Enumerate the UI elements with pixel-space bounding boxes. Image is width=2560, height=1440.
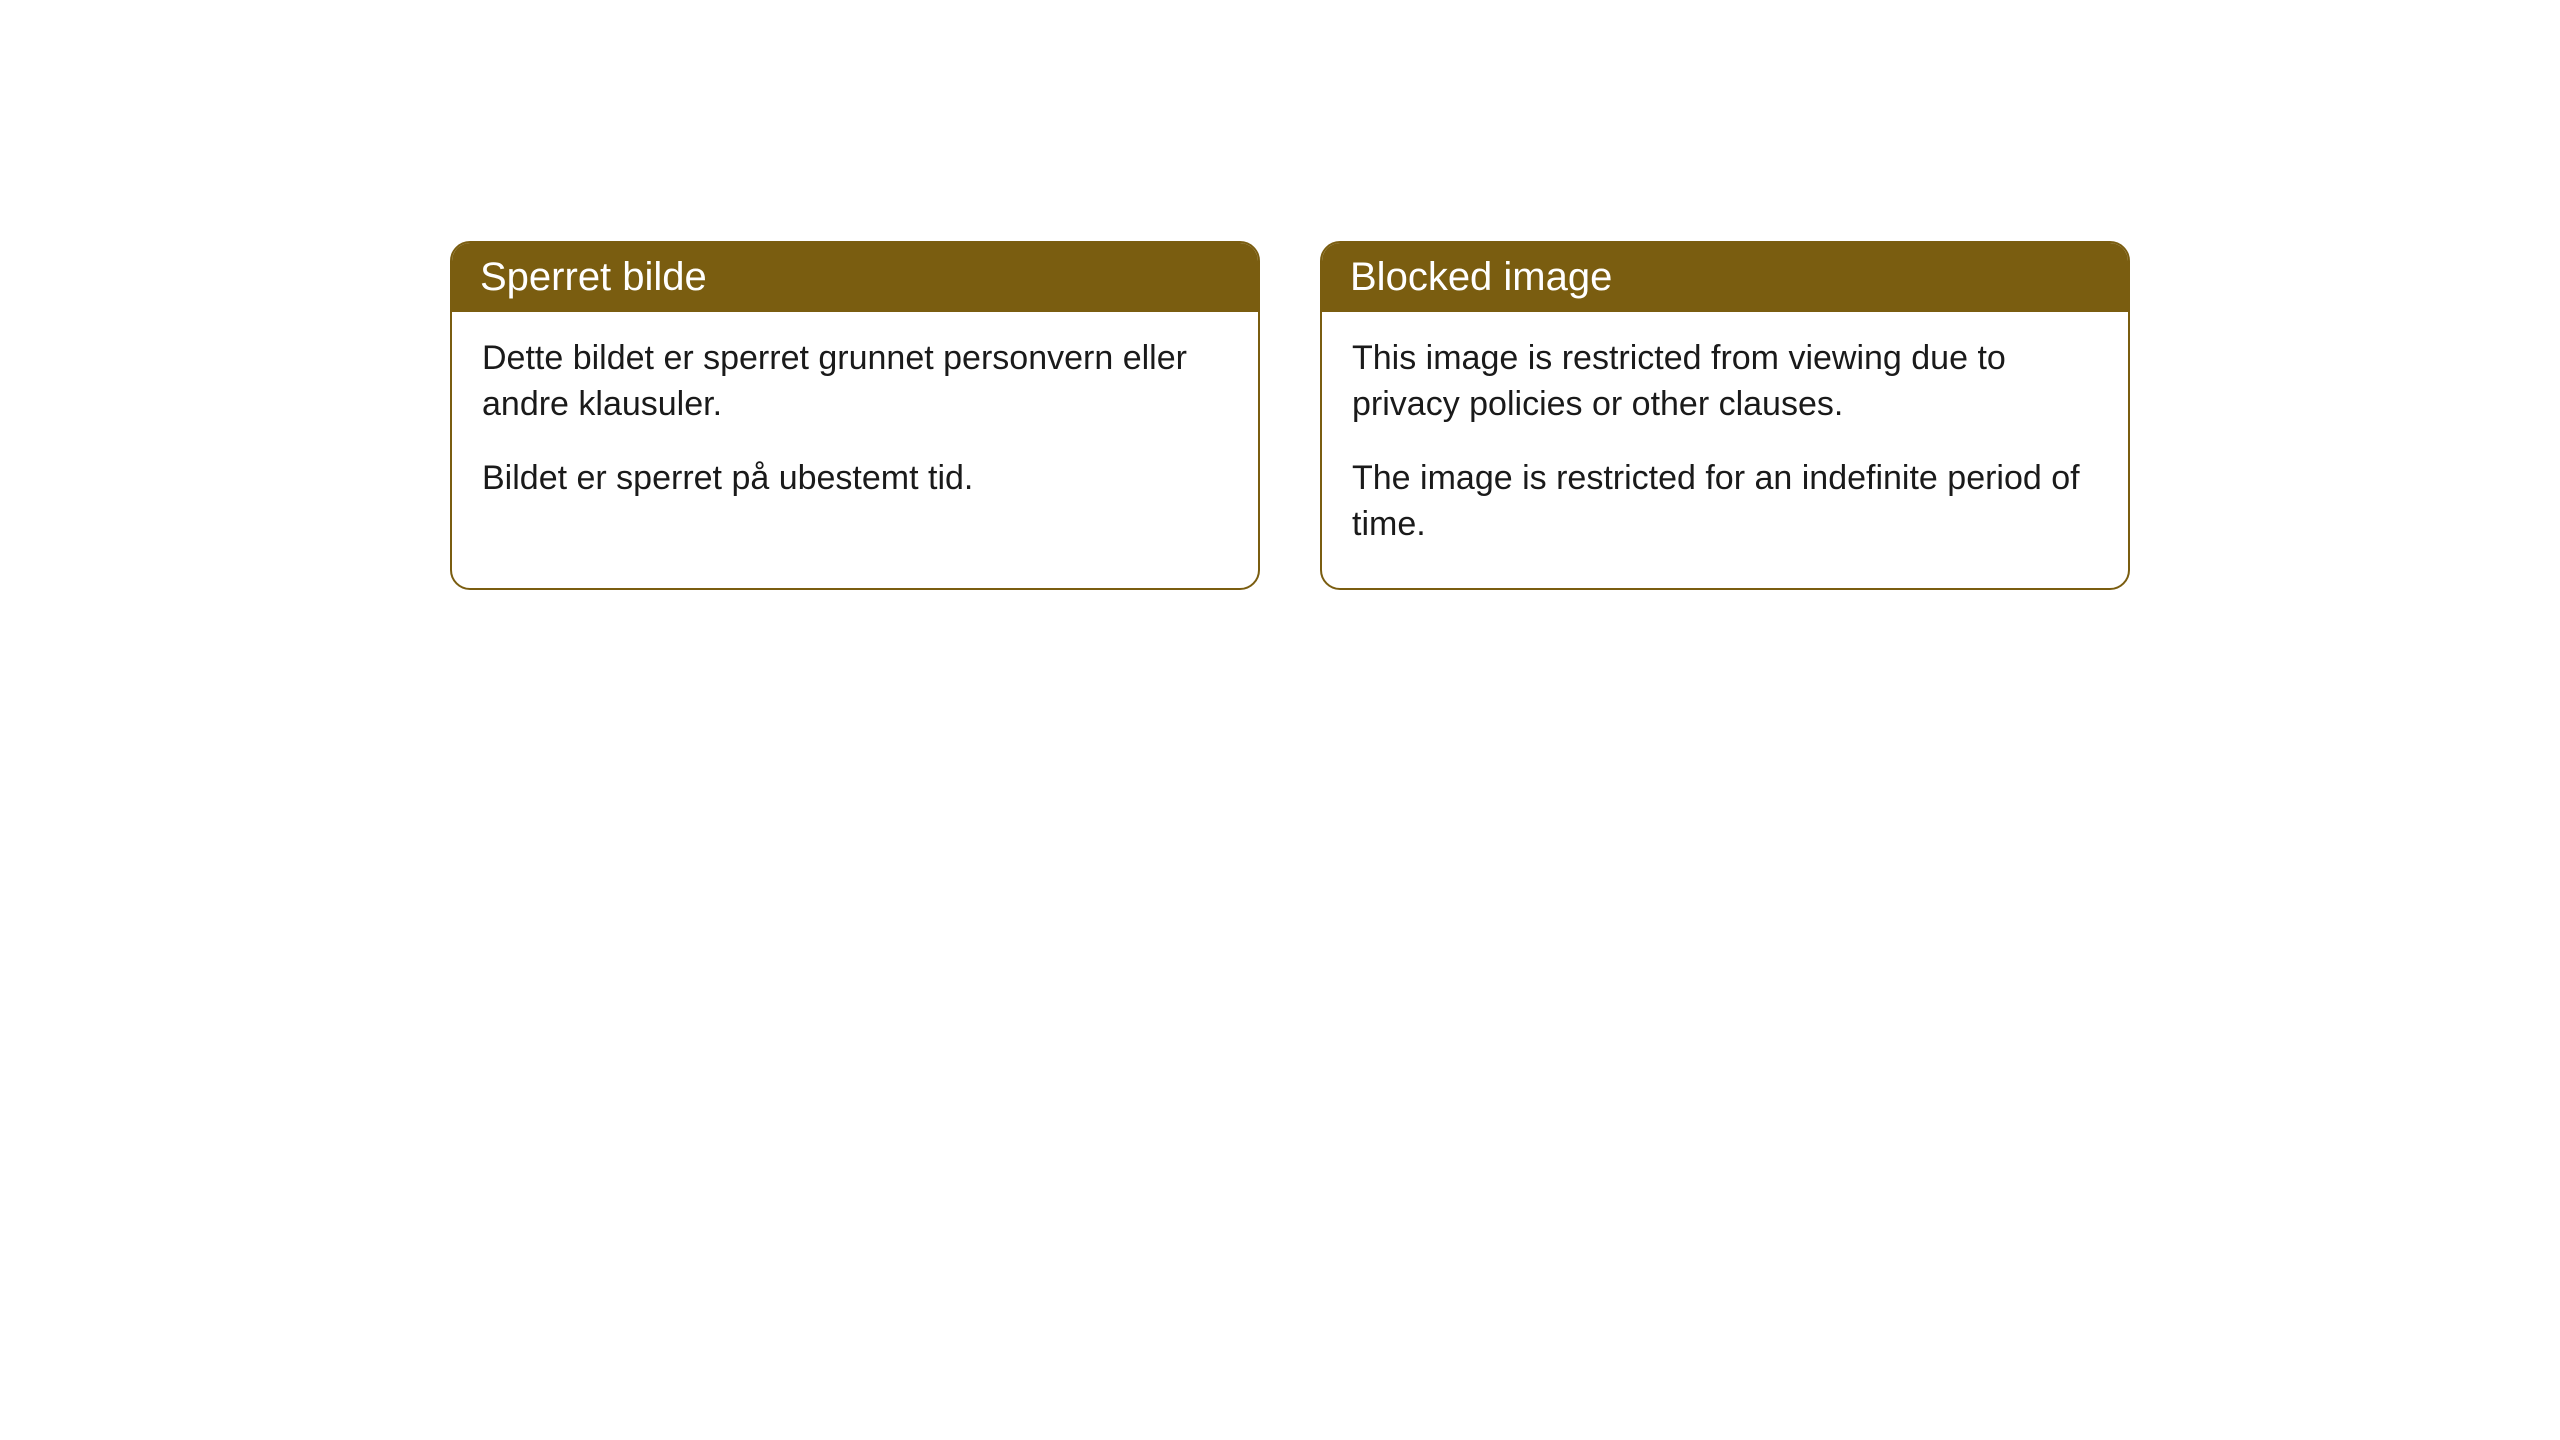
card-body-en: This image is restricted from viewing du… — [1322, 312, 2128, 588]
card-header-no: Sperret bilde — [452, 243, 1258, 312]
card-header-en: Blocked image — [1322, 243, 2128, 312]
card-paragraph-no-1: Dette bildet er sperret grunnet personve… — [482, 336, 1228, 428]
card-norwegian: Sperret bilde Dette bildet er sperret gr… — [450, 241, 1260, 590]
card-english: Blocked image This image is restricted f… — [1320, 241, 2130, 590]
cards-container: Sperret bilde Dette bildet er sperret gr… — [450, 241, 2560, 590]
card-paragraph-no-2: Bildet er sperret på ubestemt tid. — [482, 456, 1228, 502]
card-paragraph-en-2: The image is restricted for an indefinit… — [1352, 456, 2098, 548]
card-paragraph-en-1: This image is restricted from viewing du… — [1352, 336, 2098, 428]
card-body-no: Dette bildet er sperret grunnet personve… — [452, 312, 1258, 542]
